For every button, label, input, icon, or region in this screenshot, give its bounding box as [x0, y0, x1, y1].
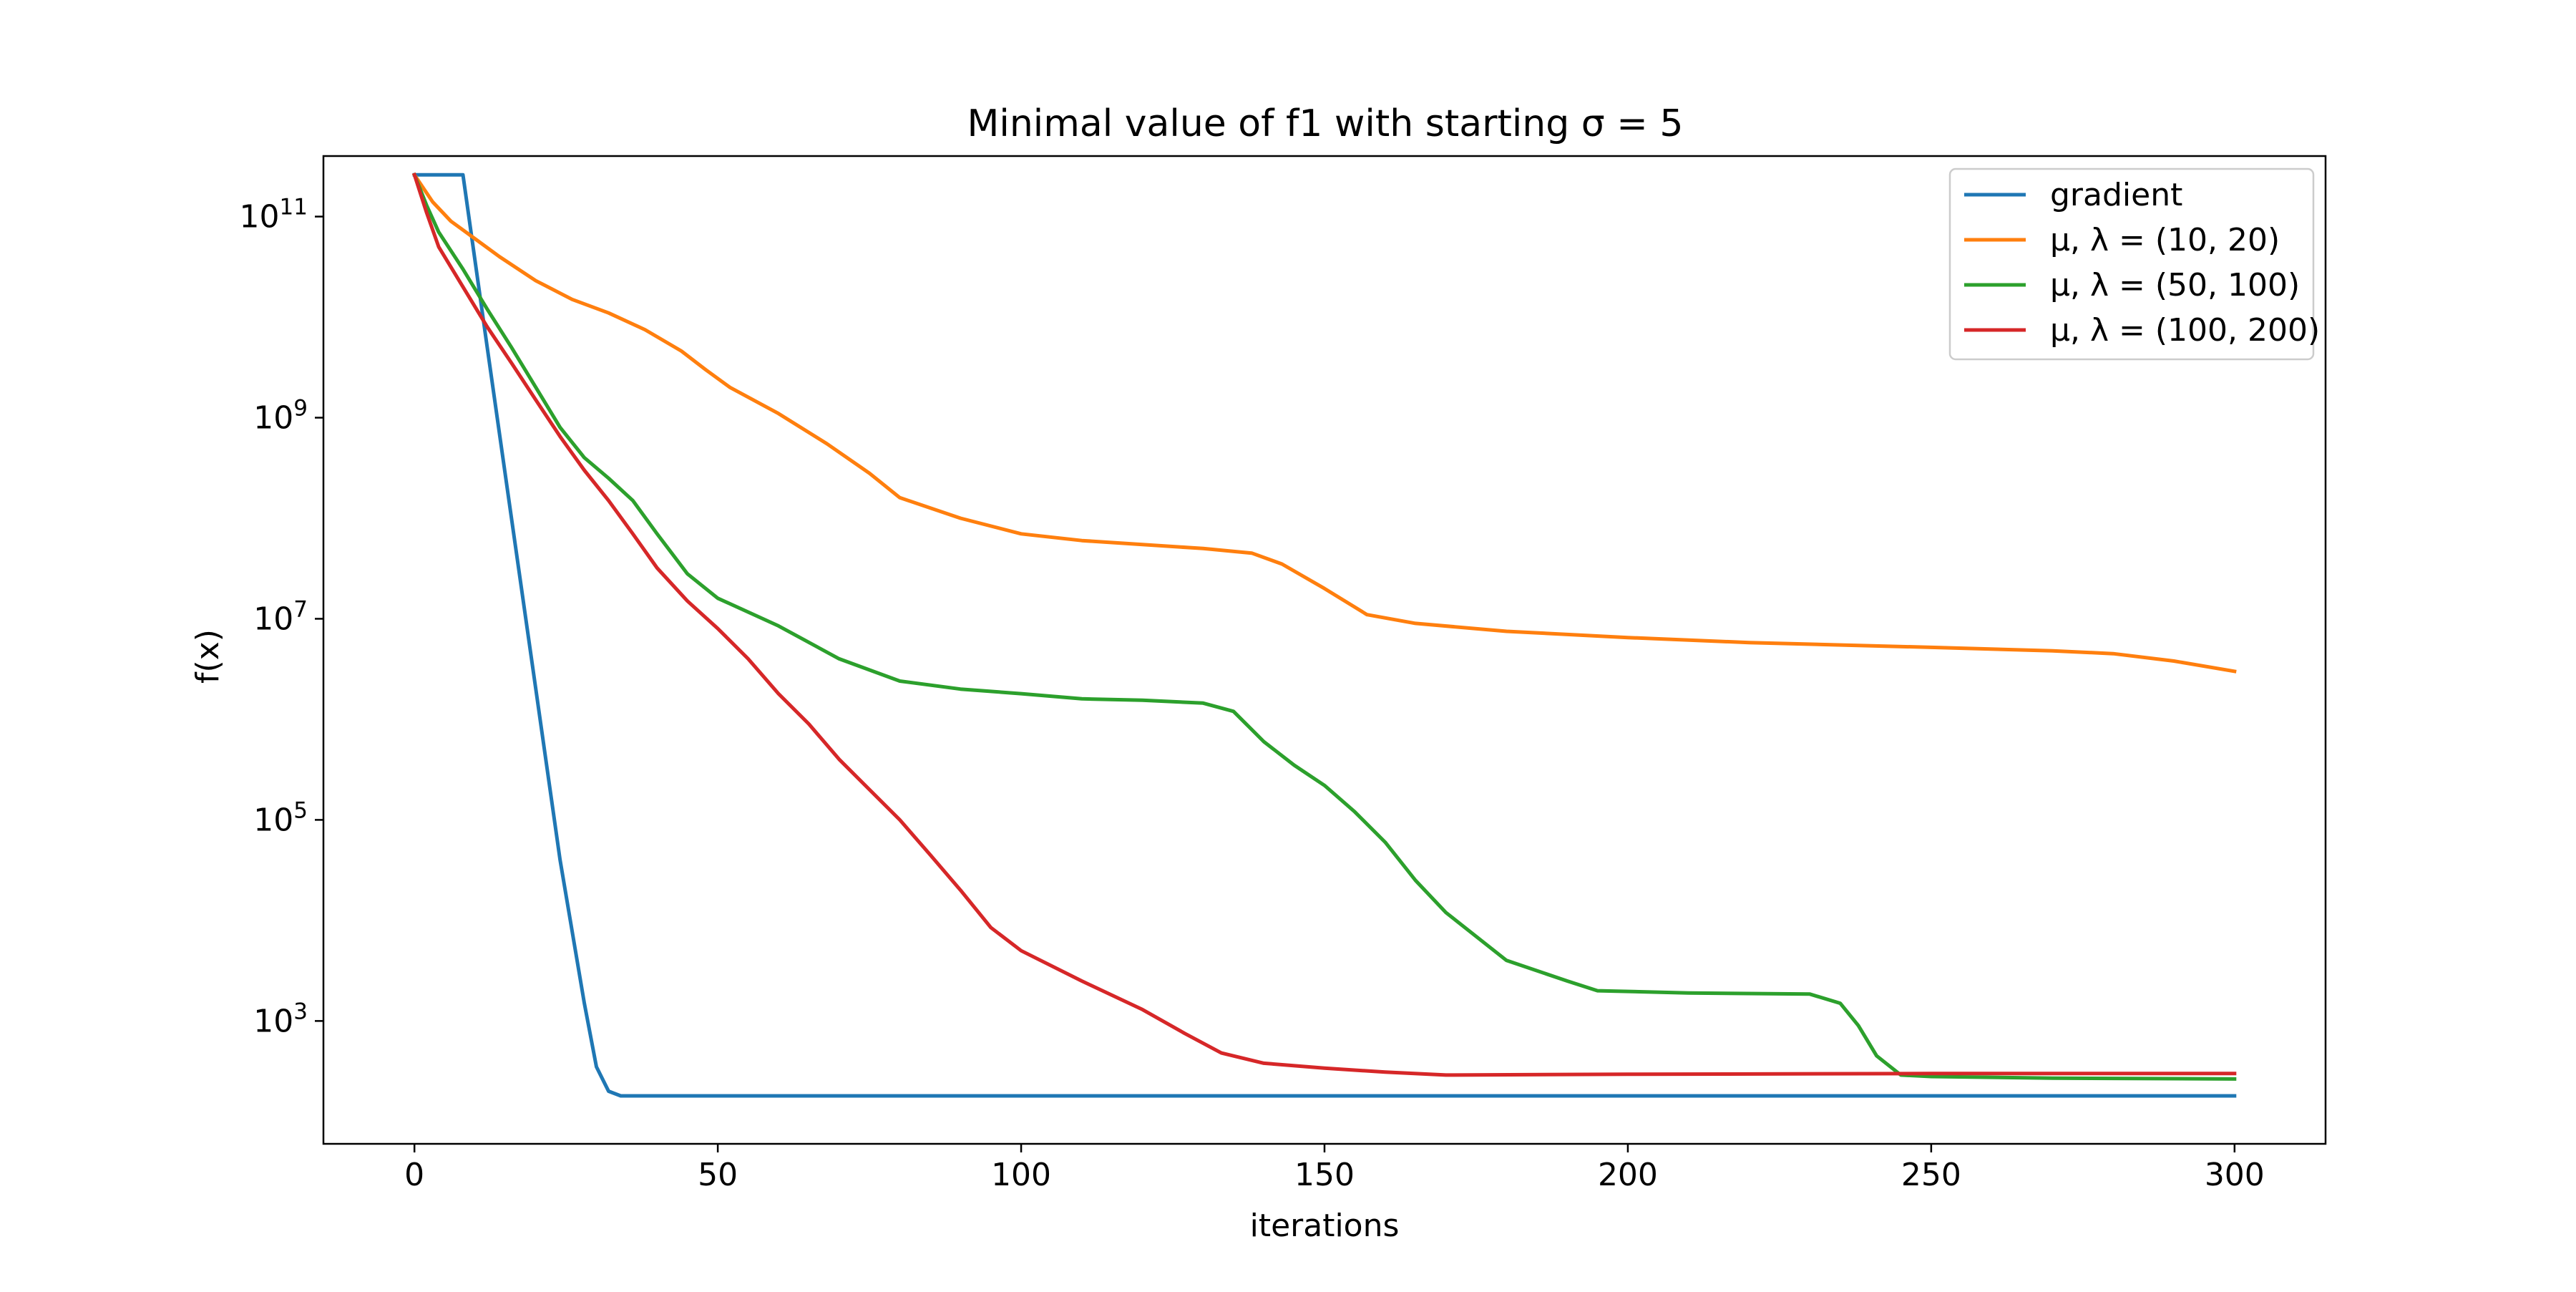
x-tick-label: 150	[1294, 1157, 1355, 1193]
series-line-1	[411, 172, 2237, 674]
legend-box	[1948, 167, 2315, 361]
legend: gradient μ, λ = (10, 20) μ, λ = (50, 100) μ…	[1948, 167, 2320, 361]
x-tick-label: 0	[404, 1157, 424, 1193]
series-layer	[411, 172, 2237, 1098]
x-tick-label: 250	[1901, 1157, 1961, 1193]
x-axis-label: iterations	[1250, 1208, 1400, 1244]
y-axis: 103 105 107 109 1011	[240, 195, 323, 1039]
x-tick-label: 200	[1598, 1157, 1658, 1193]
y-tick-label: 103	[253, 999, 308, 1039]
legend-label-2: μ, λ = (50, 100)	[2050, 267, 2300, 303]
x-tick-label: 300	[2205, 1157, 2265, 1193]
chart-title: Minimal value of f1 with starting σ = 5	[967, 102, 1684, 145]
series-line-2	[411, 173, 2237, 1081]
legend-label-3: μ, λ = (100, 200)	[2050, 312, 2320, 349]
x-tick-label: 100	[991, 1157, 1051, 1193]
y-tick-label: 105	[253, 797, 308, 838]
y-tick-label: 1011	[240, 195, 308, 235]
y-axis-label: f(x)	[190, 629, 226, 684]
x-tick-label: 50	[698, 1157, 738, 1193]
legend-label-0: gradient	[2050, 177, 2182, 213]
legend-label-1: μ, λ = (10, 20)	[2050, 222, 2280, 258]
x-axis: 0 50 100 150 200 250 300	[404, 1144, 2265, 1193]
series-line-0	[412, 173, 2237, 1098]
y-tick-label: 107	[253, 596, 308, 637]
series-line-3	[412, 173, 2237, 1077]
y-tick-label: 109	[253, 396, 308, 437]
